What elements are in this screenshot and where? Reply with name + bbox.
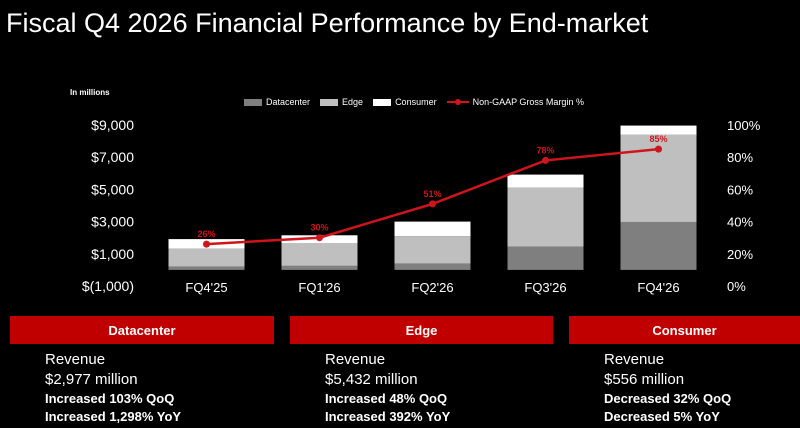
chart-legend: Datacenter Edge Consumer Non-GAAP Gross … — [244, 97, 584, 107]
revenue-value: $556 million — [604, 371, 685, 388]
legend-item-gross-margin: Non-GAAP Gross Margin % — [446, 97, 584, 107]
x-tick-label: FQ3'26 — [524, 280, 566, 295]
x-tick-label: FQ1'26 — [298, 280, 340, 295]
yoy-change: Decreased 5% YoY — [604, 409, 720, 424]
gross-margin-point — [429, 200, 436, 208]
panel-body-consumer: Revenue $556 million Decreased 32% QoQ D… — [604, 350, 731, 426]
revenue-value: $5,432 million — [325, 371, 418, 388]
gross-margin-data-label: 78% — [536, 145, 554, 155]
bar-consumer — [507, 174, 584, 188]
bar-consumer — [394, 221, 471, 237]
panel-header-datacenter: Datacenter — [10, 316, 274, 344]
gross-margin-point — [542, 156, 549, 164]
y-right-tick-label: 40% — [727, 215, 753, 230]
bar-datacenter — [281, 265, 358, 270]
y-left-tick-label: $(1,000) — [82, 278, 134, 294]
y-left-tick-label: $1,000 — [91, 246, 134, 262]
y-left-tick-label: $5,000 — [91, 181, 134, 197]
legend-label-datacenter: Datacenter — [266, 97, 311, 107]
y-left-tick-label: $9,000 — [91, 117, 134, 133]
legend-swatch-consumer — [373, 98, 392, 106]
panel-title-datacenter: Datacenter — [108, 322, 176, 338]
gross-margin-point — [316, 234, 323, 242]
bar-edge — [168, 248, 245, 267]
panel-header-consumer: Consumer — [569, 316, 800, 344]
legend-swatch-gross-margin — [446, 98, 469, 106]
bar-datacenter — [394, 263, 471, 270]
legend-item-edge: Edge — [320, 97, 363, 107]
qoq-change: Increased 103% QoQ — [45, 391, 175, 406]
revenue-label: Revenue — [45, 351, 106, 368]
legend-swatch-edge — [320, 98, 339, 106]
legend-label-gross-margin: Non-GAAP Gross Margin % — [472, 97, 584, 107]
y-left-tick-label: $3,000 — [91, 214, 134, 230]
gross-margin-data-label: 30% — [310, 223, 328, 233]
qoq-change: Decreased 32% QoQ — [604, 391, 732, 406]
legend-item-consumer: Consumer — [373, 97, 437, 107]
gross-margin-point — [655, 145, 662, 153]
revenue-label: Revenue — [325, 351, 386, 368]
gross-margin-point — [203, 240, 210, 248]
revenue-value: $2,977 million — [45, 371, 138, 388]
bar-datacenter — [507, 246, 584, 270]
panel-title-edge: Edge — [405, 322, 438, 338]
unit-label: In millions — [70, 88, 110, 97]
legend-label-edge: Edge — [342, 97, 364, 107]
x-tick-label: FQ4'26 — [637, 280, 679, 295]
y-right-tick-label: 60% — [727, 182, 753, 197]
y-right-tick-label: 20% — [727, 247, 753, 262]
gross-margin-data-label: 51% — [423, 189, 441, 199]
legend-swatch-datacenter — [244, 98, 262, 106]
panel-header-edge: Edge — [290, 316, 553, 344]
gross-margin-data-label: 85% — [649, 134, 667, 144]
legend-item-datacenter: Datacenter — [244, 97, 310, 107]
revenue-label: Revenue — [604, 351, 665, 368]
y-right-tick-label: 100% — [727, 118, 761, 133]
qoq-change: Increased 48% QoQ — [325, 391, 448, 406]
panel-body-datacenter: Revenue $2,977 million Increased 103% Qo… — [45, 350, 181, 426]
page-title: Fiscal Q4 2026 Financial Performance by … — [6, 8, 649, 38]
y-left-tick-label: $7,000 — [91, 149, 134, 165]
bar-edge — [281, 243, 358, 266]
yoy-change: Increased 392% YoY — [325, 409, 451, 424]
bar-datacenter — [620, 221, 697, 270]
y-right-tick-label: 0% — [727, 279, 746, 294]
x-tick-label: FQ4'25 — [185, 280, 227, 295]
bar-datacenter — [168, 266, 245, 270]
legend-label-consumer: Consumer — [395, 97, 437, 107]
panel-body-edge: Revenue $5,432 million Increased 48% QoQ… — [325, 350, 450, 426]
yoy-change: Increased 1,298% YoY — [45, 409, 182, 424]
y-right-tick-label: 80% — [727, 150, 753, 165]
bar-edge — [394, 236, 471, 264]
gross-margin-data-label: 26% — [197, 229, 215, 239]
bar-edge — [507, 187, 584, 247]
bar-consumer — [620, 125, 697, 135]
panel-title-consumer: Consumer — [652, 322, 717, 338]
stacked-bar-chart: $9,000 $7,000 $5,000 $3,000 $1,000 $(1,000) 10… — [82, 117, 761, 295]
x-tick-label: FQ2'26 — [411, 280, 453, 295]
